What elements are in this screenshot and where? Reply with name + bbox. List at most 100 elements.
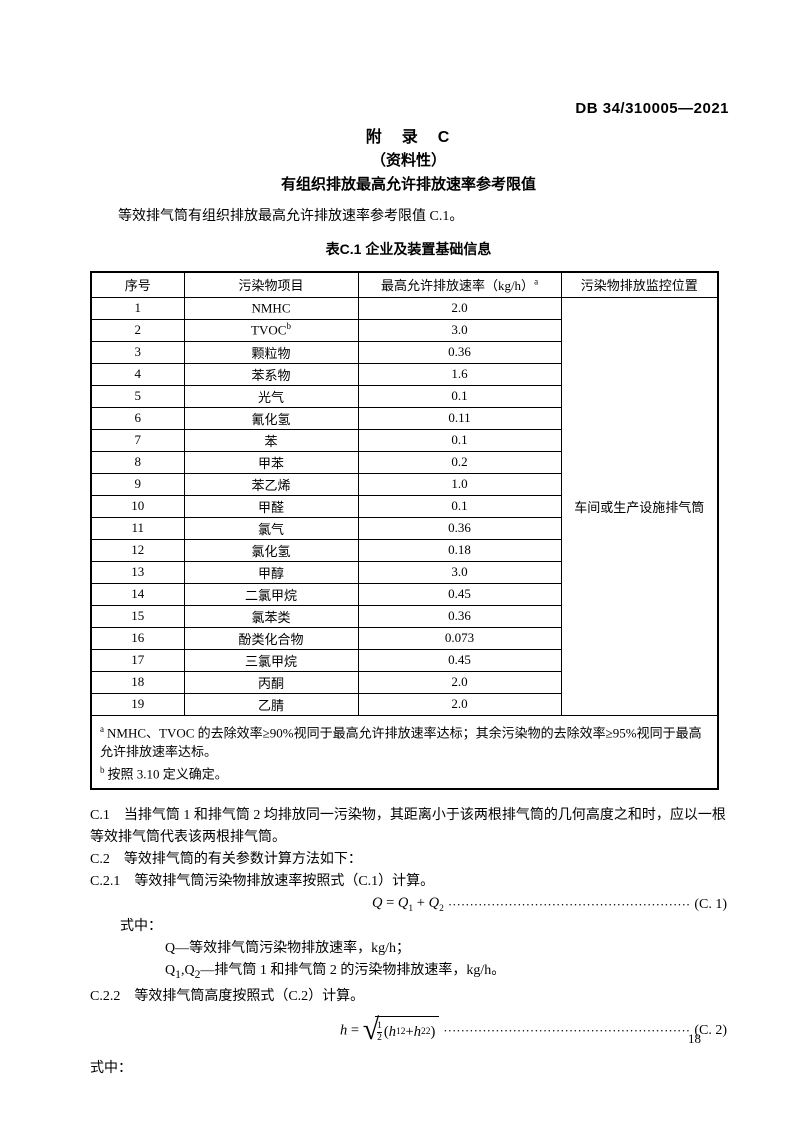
rate-cell: 1.6 [357,362,562,386]
sqrt-radical: √ 1 2(h 1 2 + h 2 2) [362,1012,440,1046]
pollutant-name: 三氯甲烷 [244,653,297,669]
sqrt-symbol: √ [362,1012,380,1046]
definition-q-symbol: Q [165,941,176,957]
paragraph-c1: C.1 当排气筒 1 和排气筒 2 均排放同一污染物，其距离小于该两根排气筒的几… [90,808,726,846]
row-number-cell: 10 [90,494,185,518]
equation-c1-label: (C. 1) [694,896,727,912]
row-number-cell: 2 [90,318,185,342]
fraction-denominator: 2 [377,1031,382,1044]
body-text-block: C.1 当排气筒 1 和排气筒 2 均排放同一污染物，其距离小于该两根排气筒的几… [90,805,727,1080]
eq2-var-h: h [340,1022,348,1039]
pollutant-name: NMHC [251,300,291,316]
row-number-cell: 7 [90,428,185,452]
rate-cell: 0.45 [357,648,562,672]
fraction-numerator: 1 [377,1020,382,1031]
rate-cell: 0.45 [357,582,562,606]
table-row: 15 氯苯类 0.36 [90,604,718,628]
eq2-var-h1: h [388,1023,396,1040]
equation-c1: Q = Q1 + Q2 ····························… [90,893,727,916]
row-number-cell: 1 [90,296,185,320]
pollutant-name: 苯乙烯 [251,477,291,493]
equation-c2-formula: h = √ 1 2(h 1 2 + h 2 2) [90,1012,440,1046]
rate-cell: 0.36 [357,604,562,628]
pollutant-cell: 氰化氢 [183,406,359,430]
eq2-h1-sub: 1 [396,1027,401,1038]
table-row: 8 甲苯 0.2 [90,450,718,474]
eq1-var-q: Q [372,895,383,912]
pollutant-name: 氯气 [257,521,284,537]
table-row: 18 丙酮 2.0 [90,670,718,694]
eq2-var-h2: h [413,1023,421,1040]
pollutant-name: 苯 [264,433,278,449]
pollutant-name: TVOC [251,322,287,338]
rate-cell: 0.2 [357,450,562,474]
row-number-cell: 12 [90,538,185,562]
definition-q2-sub: 2 [194,967,201,981]
row-number-cell: 16 [90,626,185,650]
rate-cell: 0.36 [357,340,562,364]
definition-q1q2: Q1,Q2—排气筒 1 和排气筒 2 的污染物排放速率，kg/h。 [90,960,727,986]
footnote-a-text: NMHC、TVOC 的去除效率≥90%视同于最高允许排放速率达标；其余污染物的去… [100,724,702,759]
eq2-equals: = [347,1022,363,1039]
footnote-a: a NMHC、TVOC 的去除效率≥90%视同于最高允许排放速率达标；其余污染物的… [100,720,709,761]
rate-cell: 0.18 [357,538,562,562]
pollutant-cell: 乙腈 [183,692,359,716]
page-number: 18 [688,1031,701,1046]
rate-cell: 2.0 [357,692,562,716]
paragraph-c22: C.2.2 等效排气筒高度按照式（C.2）计算。 [90,988,365,1004]
pollutant-cell: 丙酮 [183,670,359,694]
col-header-no: 序号 [90,271,185,298]
footnote-b-text: 按照 3.10 定义确定。 [107,766,228,782]
footnote-b-marker: b [100,764,105,775]
col-header-rate-label: 最高允许排放速率（kg/h） [380,278,535,294]
dot-leader: ········································… [443,1024,691,1038]
intro-paragraph: 等效排气筒有组织排放最高允许排放速率参考限值 C.1。 [118,209,464,224]
row-number-cell: 18 [90,670,185,694]
pollutant-cell: NMHC [183,296,359,320]
paragraph-c2: C.2 等效排气筒的有关参数计算方法如下： [90,852,362,868]
pollutant-cell: 氯苯类 [183,604,359,628]
table-body: 1 NMHC 2.0 车间或生产设施排气筒 2 TVOCb 3.0 3 颗粒物 … [90,296,719,716]
pollutant-name: 丙酮 [257,675,284,691]
where-clause-2: 式中： [90,1060,132,1076]
rate-cell: 1.0 [357,472,562,496]
col-header-pollutant: 污染物项目 [183,271,359,298]
equation-c2: h = √ 1 2(h 1 2 + h 2 2) ·····················… [90,1010,727,1052]
definition-q1q2-text: —排气筒 1 和排气筒 2 的污染物排放速率，kg/h。 [200,963,506,979]
pollutant-cell: 甲苯 [183,450,359,474]
row-number-cell: 8 [90,450,185,474]
pollutant-name: 氯化氢 [251,543,291,559]
pollutant-cell: 氯化氢 [183,538,359,562]
row-number-cell: 14 [90,582,185,606]
where-clause-1: 式中： [120,919,162,935]
pollutant-cell: 颗粒物 [183,340,359,364]
pollutant-cell: 甲醇 [183,560,359,584]
pollutant-name: 甲醇 [257,565,284,581]
table-caption: 表C.1 企业及装置基础信息 [325,241,492,257]
pollutant-cell: 苯 [183,428,359,452]
row-number-cell: 5 [90,384,185,408]
row-number-cell: 3 [90,340,185,364]
sqrt-body: 1 2(h 1 2 + h 2 2) [375,1015,440,1046]
pollutant-name: 氰化氢 [251,411,291,427]
monitoring-location-cell: 车间或生产设施排气筒 [560,296,719,716]
rate-cell: 0.36 [357,516,562,540]
pollutant-superscript: b [286,321,291,332]
col-header-rate-superscript: a [534,276,539,287]
table-row: 6 氰化氢 0.11 [90,406,718,430]
table-row: 2 TVOCb 3.0 [90,318,718,342]
document-number: DB 34/310005—2021 [575,100,729,117]
table-row: 4 苯系物 1.6 [90,362,718,386]
equation-c1-formula: Q = Q1 + Q2 [90,895,444,914]
eq1-var-q2: Q [428,895,440,912]
rate-cell: 2.0 [357,670,562,694]
pollutant-name: 苯系物 [251,367,291,383]
eq2-h1-sup: 2 [400,1027,406,1038]
pollutant-name: 酚类化合物 [238,631,304,647]
rate-cell: 0.11 [357,406,562,430]
definition-q-text: —等效排气筒污染物排放速率，kg/h； [175,941,411,957]
eq2-h2-sup: 2 [425,1027,431,1038]
table-header: 序号 污染物项目 最高允许排放速率（kg/h）a 污染物排放监控位置 [90,271,719,298]
pollutant-cell: 氯气 [183,516,359,540]
row-number-cell: 15 [90,604,185,628]
